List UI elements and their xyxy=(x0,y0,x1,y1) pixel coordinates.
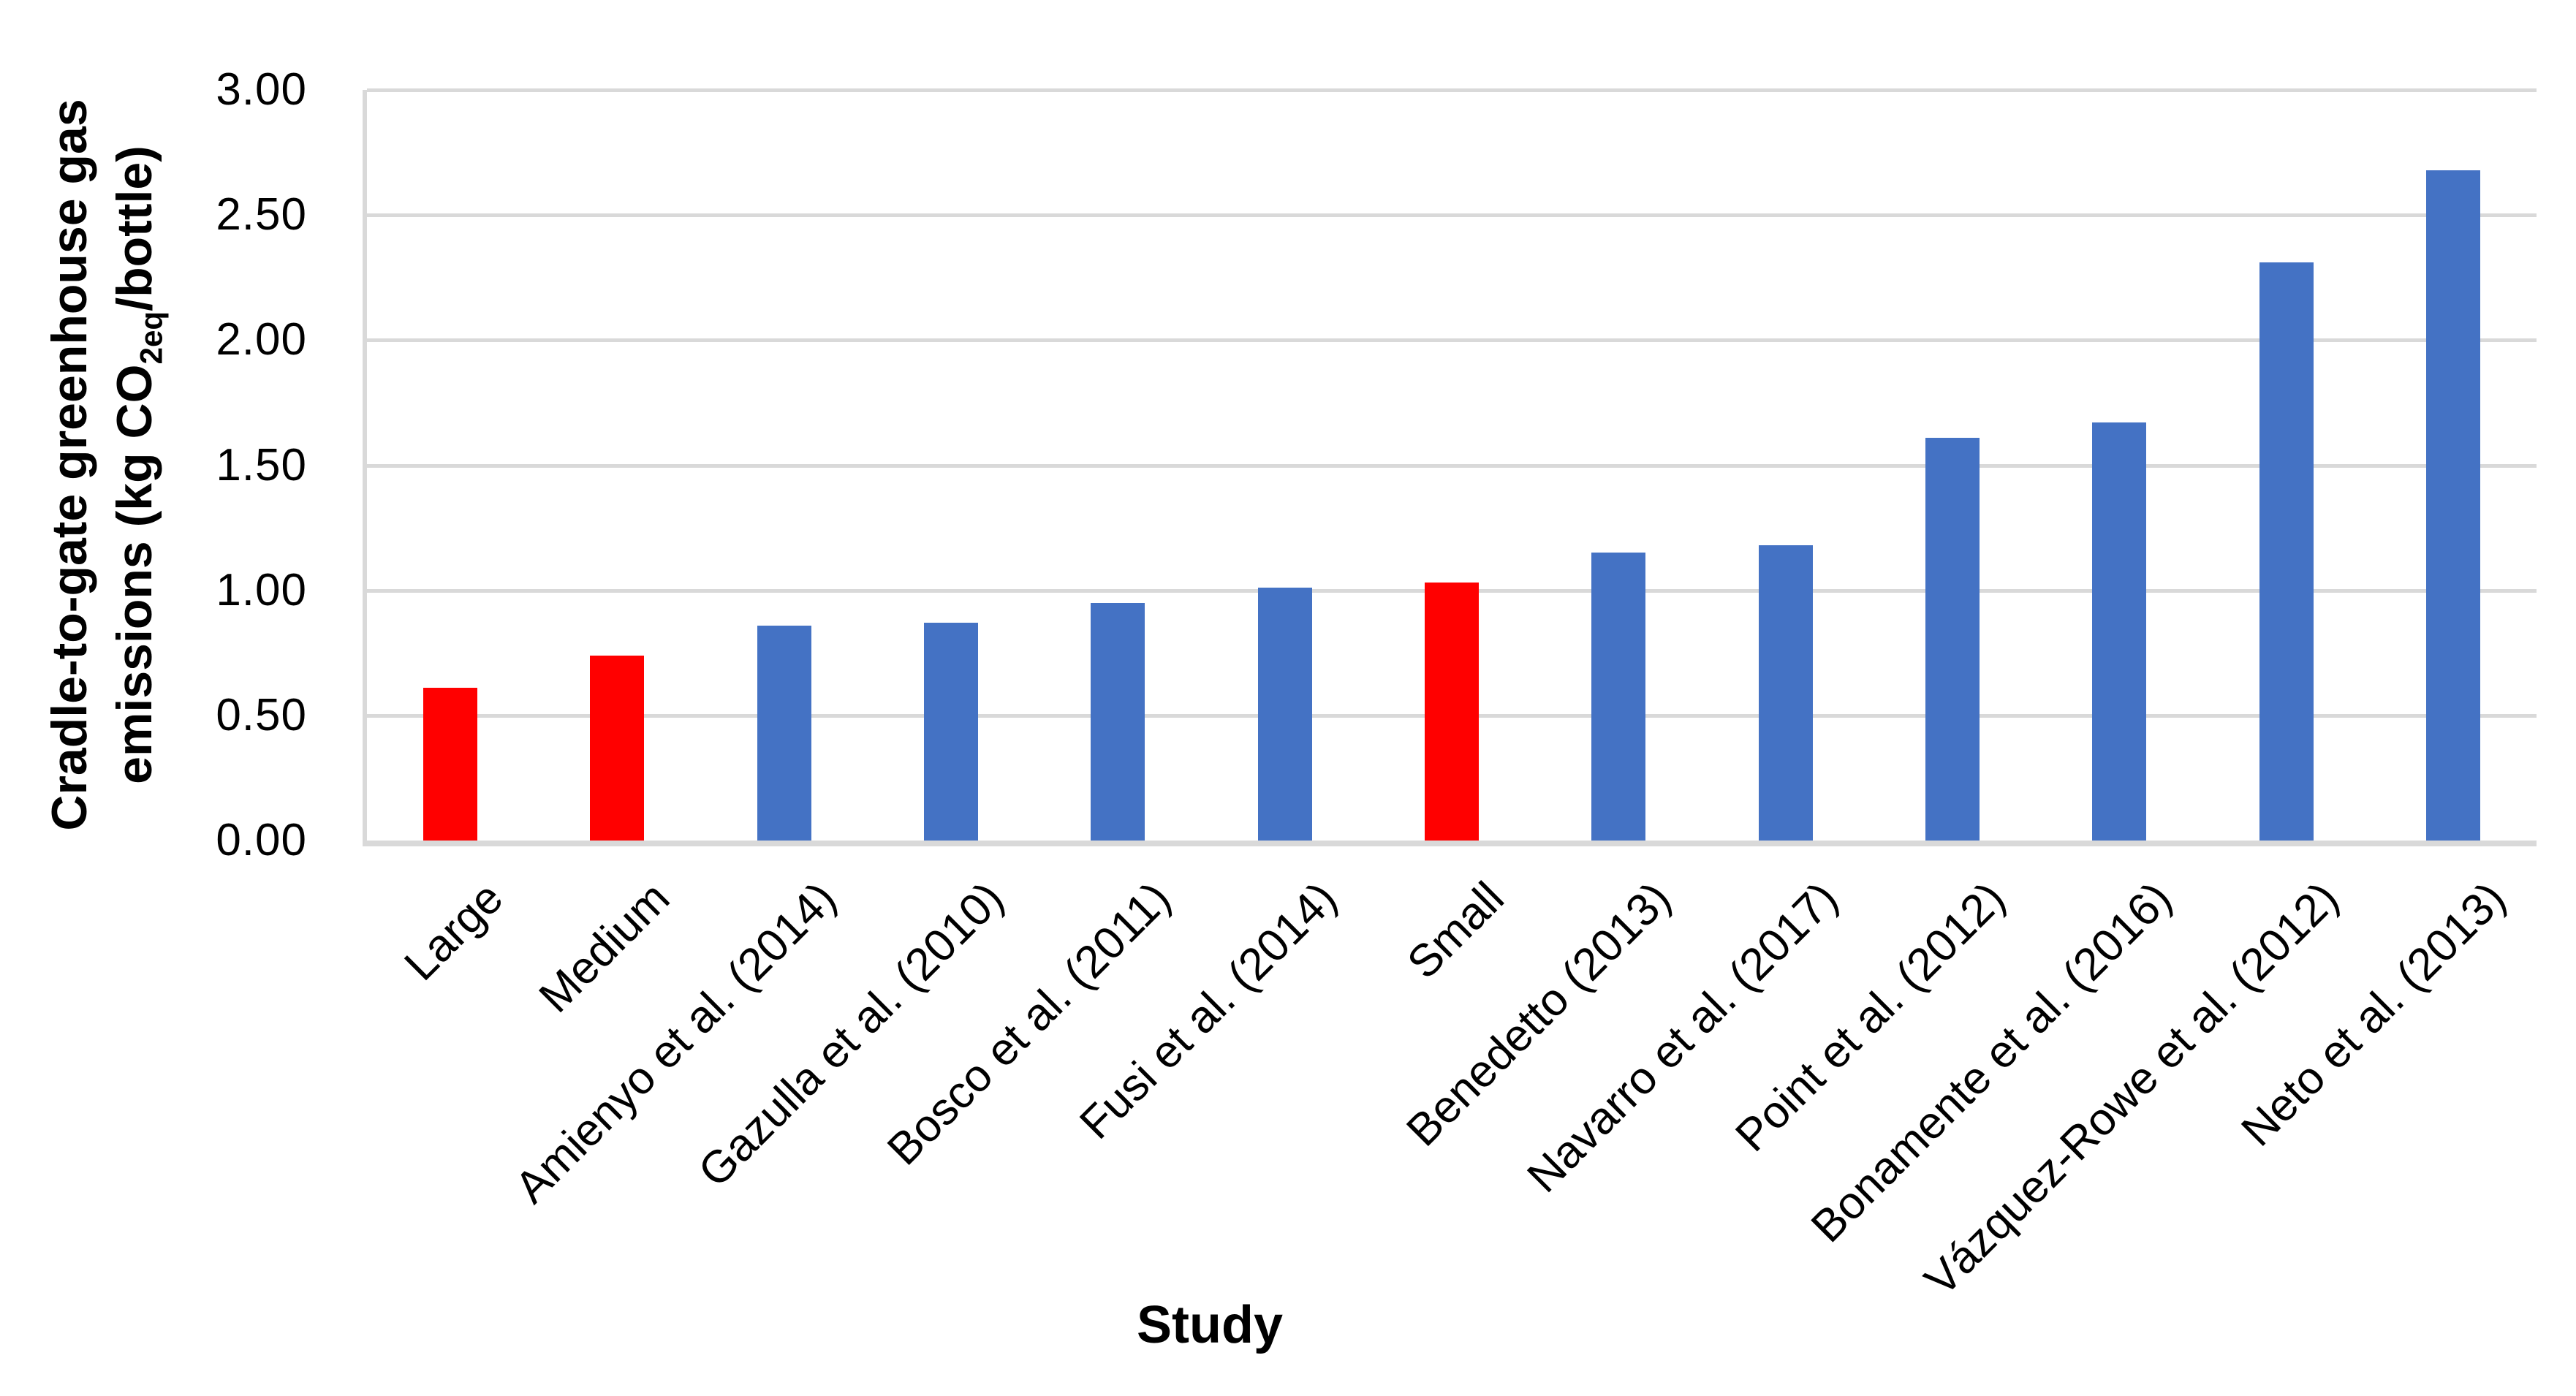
gridline xyxy=(367,463,2537,468)
y-tick-label: 1.00 xyxy=(216,564,307,615)
gridline xyxy=(367,338,2537,343)
x-tick-label: Medium xyxy=(529,873,680,1023)
bar xyxy=(1758,545,1813,841)
y-tick-label: 2.00 xyxy=(216,314,307,365)
bar xyxy=(2425,170,2480,841)
x-tick-label: Navarro et al. (2017) xyxy=(1518,873,1848,1202)
y-tick-label: 0.50 xyxy=(216,689,307,740)
x-tick-label: Bosco et al. (2011) xyxy=(877,873,1181,1175)
bar xyxy=(757,625,811,841)
bar xyxy=(423,688,478,841)
gridline xyxy=(367,88,2537,92)
bar xyxy=(590,655,645,841)
bar xyxy=(1091,602,1145,841)
bar xyxy=(2259,262,2314,841)
x-tick-label: Large xyxy=(395,873,512,990)
bar xyxy=(1591,553,1646,841)
y-tick-label: 3.00 xyxy=(216,64,307,115)
gridline xyxy=(367,213,2537,218)
bar xyxy=(1257,588,1312,841)
plot-area xyxy=(363,88,2537,846)
bar xyxy=(924,623,979,841)
x-tick-label: Small xyxy=(1398,873,1514,989)
bar xyxy=(1425,583,1479,841)
x-axis-title: Study xyxy=(1136,1296,1284,1354)
y-tick-label: 2.50 xyxy=(216,189,307,240)
x-tick-label: Gazulla et al. (2010) xyxy=(689,873,1013,1197)
x-tick-label: Amienyo et al. (2014) xyxy=(506,873,846,1213)
bar xyxy=(2092,422,2147,841)
y-tick-label: 0.00 xyxy=(216,815,307,865)
y-tick-label: 1.50 xyxy=(216,439,307,490)
bar xyxy=(1925,437,1980,841)
